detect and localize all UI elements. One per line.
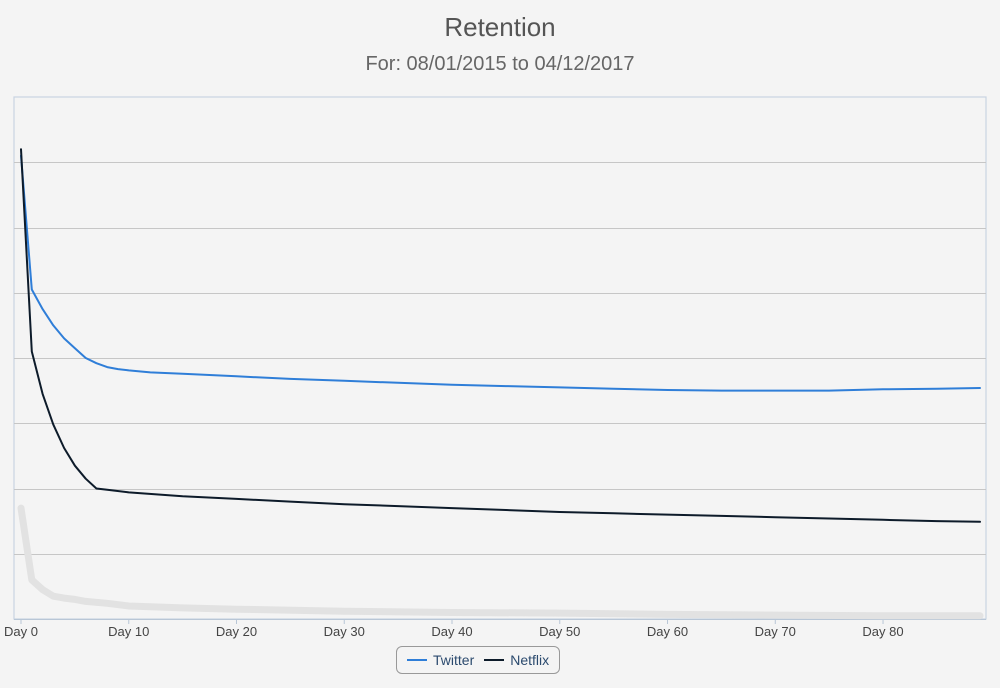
legend-label-netflix: Netflix [510, 652, 550, 668]
chart-subtitle: For: 08/01/2015 to 04/12/2017 [365, 53, 635, 75]
series-line-faint-2 [17, 504, 984, 620]
legend-item-netflix[interactable]: Netflix [484, 653, 549, 667]
series-line-twitter [20, 154, 981, 392]
legend-label-twitter: Twitter [433, 652, 475, 668]
legend-swatch-twitter [407, 659, 427, 661]
x-tick-label-2: Day 20 [216, 624, 257, 639]
chart-title: Retention [444, 12, 556, 42]
x-tick-label-4: Day 40 [431, 624, 472, 639]
series-line-netflix [20, 148, 981, 523]
legend-swatch-netflix [484, 659, 505, 661]
x-tick-label-6: Day 60 [647, 624, 688, 639]
x-tick-label-3: Day 30 [324, 624, 365, 639]
x-tick-label-5: Day 50 [539, 624, 580, 639]
x-tick-label-7: Day 70 [755, 624, 796, 639]
x-tick-label-1: Day 10 [108, 624, 149, 639]
legend-item-twitter[interactable]: Twitter [407, 653, 474, 667]
chart-legend: Twitter Netflix [396, 646, 561, 674]
x-tick-label-0: Day 0 [4, 624, 38, 639]
x-tick-label-8: Day 80 [862, 624, 903, 639]
